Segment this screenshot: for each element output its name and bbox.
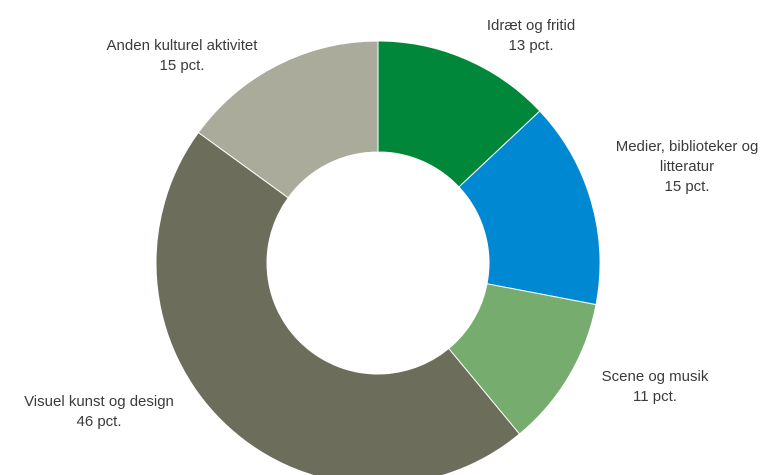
label-medier-line2: litteratur [659, 158, 715, 175]
label-scene-og-musik-name: Scene og musik [601, 368, 709, 385]
label-visuel-kunst-og-design: Visuel kunst og design 46 pct. [0, 392, 198, 432]
label-visuel-kunst-value: 46 pct. [76, 413, 122, 430]
label-scene-og-musik-value: 11 pct. [633, 388, 677, 405]
slice-anden-kulturel-aktivitet [197, 40, 379, 199]
donut-slices [155, 40, 601, 475]
label-medier-value: 15 pct. [664, 178, 710, 195]
label-medier-line1: Medier, biblioteker og [615, 138, 759, 155]
label-medier-biblioteker-litteratur: Medier, biblioteker og litteratur 15 pct… [592, 137, 772, 197]
label-anden-kulturel-aktivitet: Anden kulturel aktivitet 15 pct. [66, 36, 298, 76]
label-idraet-og-fritid-name: Idræt og fritid [486, 17, 576, 34]
label-anden-kulturel-value: 15 pct. [159, 57, 205, 74]
label-anden-kulturel-name: Anden kulturel aktivitet [106, 37, 258, 54]
label-idraet-og-fritid: Idræt og fritid 13 pct. [456, 16, 606, 56]
label-scene-og-musik: Scene og musik 11 pct. [580, 367, 730, 407]
slice-medier-biblioteker-og-litteratur [458, 110, 601, 306]
label-idraet-og-fritid-value: 13 pct. [508, 37, 554, 54]
slice-visuel-kunst-og-design [155, 131, 521, 475]
label-visuel-kunst-name: Visuel kunst og design [24, 393, 174, 410]
